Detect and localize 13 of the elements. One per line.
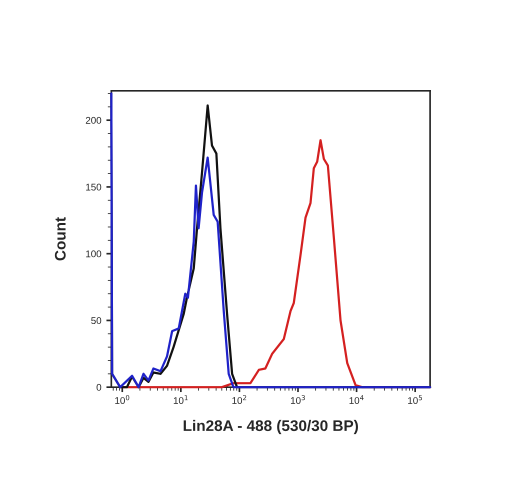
y-tick-label: 100 <box>86 250 102 258</box>
x-axis-title: Lin28A - 488 (530/30 BP) <box>184 420 358 434</box>
x-tick-label: 10$^{4}$ <box>350 395 364 404</box>
y-tick-label: 200 <box>86 116 102 124</box>
y-axis-title: Count <box>54 217 66 260</box>
x-tick-label: 10$^{0}$ <box>115 395 130 404</box>
y-tick-label: 150 <box>86 184 102 191</box>
x-tick-label: 10$^{2}$ <box>232 395 246 404</box>
y-tick-label: 0 <box>96 384 102 391</box>
x-tick-label: 10$^{1}$ <box>174 395 188 404</box>
x-tick-label: 10$^{5}$ <box>408 395 422 404</box>
x-tick-label: 10$^{3}$ <box>290 395 305 404</box>
y-tick-label: 50 <box>91 317 102 324</box>
